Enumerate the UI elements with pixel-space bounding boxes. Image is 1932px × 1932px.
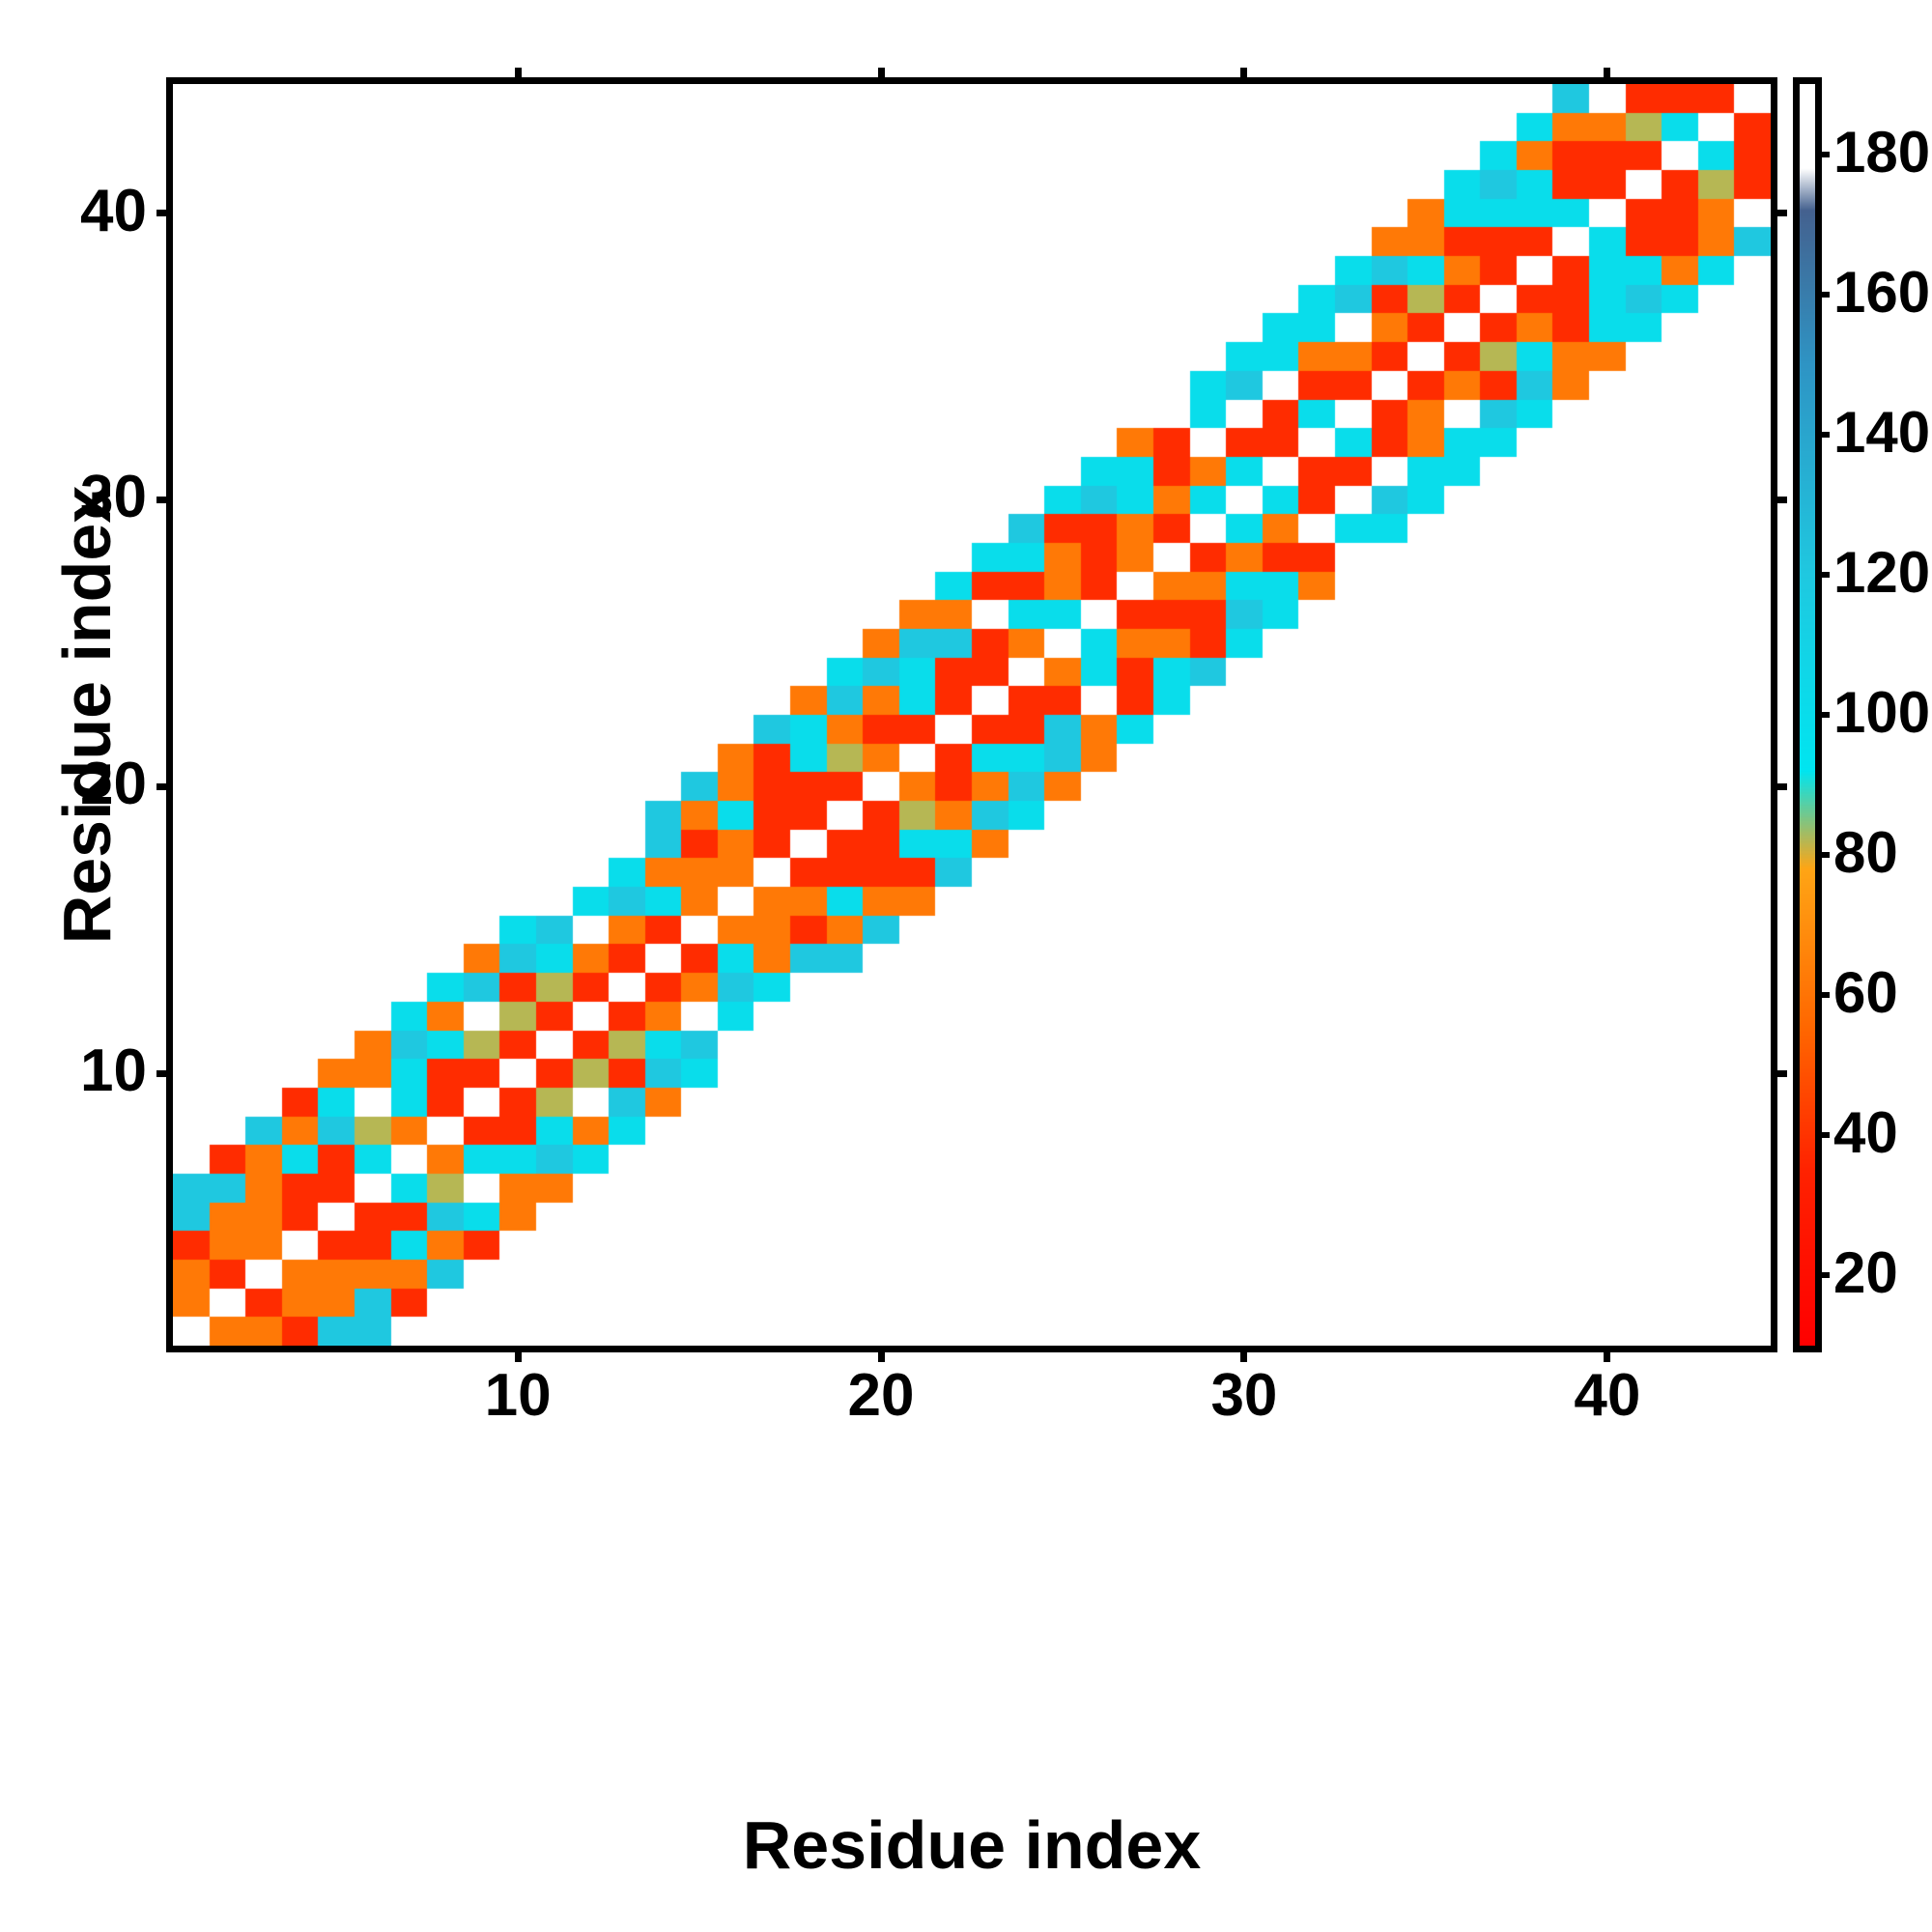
- y-tick-40: [1771, 210, 1787, 217]
- heatmap-canvas: [173, 84, 1771, 1346]
- colorbar-gradient: [1800, 84, 1815, 1346]
- x-tick-label-20: 20: [847, 1362, 915, 1429]
- colorbar-tick-160: [1815, 291, 1830, 298]
- x-tick-label-10: 10: [484, 1362, 552, 1429]
- y-tick-20: [156, 782, 173, 790]
- colorbar-label-100: 100: [1833, 680, 1931, 745]
- heatmap-plot-area: [156, 68, 1787, 1362]
- x-axis-title: Residue index: [742, 1807, 1202, 1883]
- y-tick-label-30: 30: [80, 464, 147, 531]
- colorbar-label-80: 80: [1833, 820, 1898, 886]
- colorbar-tick-40: [1815, 1132, 1830, 1139]
- x-tick-10: [514, 68, 522, 84]
- x-tick-10: [514, 1346, 522, 1362]
- colorbar-label-140: 140: [1833, 399, 1931, 465]
- colorbar-tick-180: [1815, 151, 1830, 157]
- y-tick-label-10: 10: [80, 1037, 147, 1105]
- colorbar-tick-100: [1815, 712, 1830, 718]
- y-tick-20: [1771, 782, 1787, 790]
- y-axis-title: Residue index: [49, 485, 125, 945]
- colorbar-label-40: 40: [1833, 1100, 1898, 1166]
- colorbar-tick-140: [1815, 431, 1830, 438]
- colorbar-label-160: 160: [1833, 259, 1931, 325]
- colorbar-tick-80: [1815, 852, 1830, 859]
- x-tick-20: [877, 1346, 885, 1362]
- y-tick-30: [1771, 496, 1787, 503]
- x-tick-20: [877, 68, 885, 84]
- x-tick-40: [1604, 1346, 1611, 1362]
- colorbar-tick-20: [1815, 1272, 1830, 1279]
- colorbar-label-180: 180: [1833, 119, 1931, 185]
- colorbar-label-20: 20: [1833, 1240, 1898, 1306]
- y-tick-10: [1771, 1069, 1787, 1077]
- y-tick-40: [156, 210, 173, 217]
- colorbar-tick-120: [1815, 571, 1830, 578]
- y-tick-10: [156, 1069, 173, 1077]
- x-tick-label-40: 40: [1574, 1362, 1641, 1429]
- colorbar-label-60: 60: [1833, 960, 1898, 1026]
- x-tick-30: [1240, 68, 1248, 84]
- colorbar-label-120: 120: [1833, 539, 1931, 605]
- x-tick-40: [1604, 68, 1611, 84]
- y-tick-label-40: 40: [80, 177, 147, 244]
- x-tick-label-30: 30: [1210, 1362, 1278, 1429]
- colorbar: [1793, 77, 1830, 1352]
- y-tick-30: [156, 496, 173, 503]
- y-tick-label-20: 20: [80, 751, 147, 818]
- colorbar-tick-60: [1815, 992, 1830, 999]
- x-tick-30: [1240, 1346, 1248, 1362]
